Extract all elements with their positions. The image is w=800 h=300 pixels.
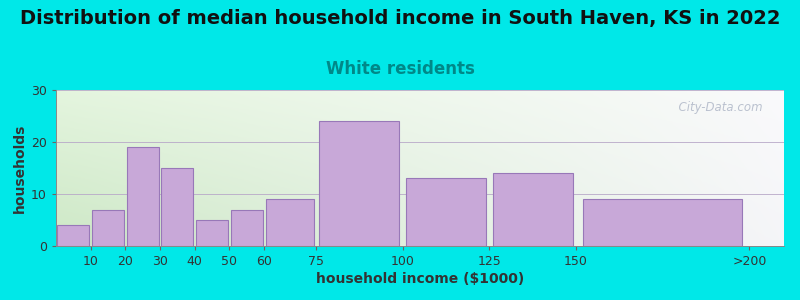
Bar [230, 210, 262, 246]
X-axis label: household income ($1000): household income ($1000) [316, 272, 524, 286]
Y-axis label: households: households [13, 123, 27, 213]
Bar [583, 199, 742, 246]
Bar [126, 147, 158, 246]
Bar [92, 210, 124, 246]
Text: City-Data.com: City-Data.com [670, 101, 762, 114]
Bar [58, 225, 90, 246]
Bar [196, 220, 228, 246]
Bar [493, 173, 573, 246]
Bar [162, 168, 194, 246]
Bar [266, 199, 314, 246]
Bar [406, 178, 486, 246]
Bar [319, 121, 399, 246]
Text: Distribution of median household income in South Haven, KS in 2022: Distribution of median household income … [20, 9, 780, 28]
Text: White residents: White residents [326, 60, 474, 78]
